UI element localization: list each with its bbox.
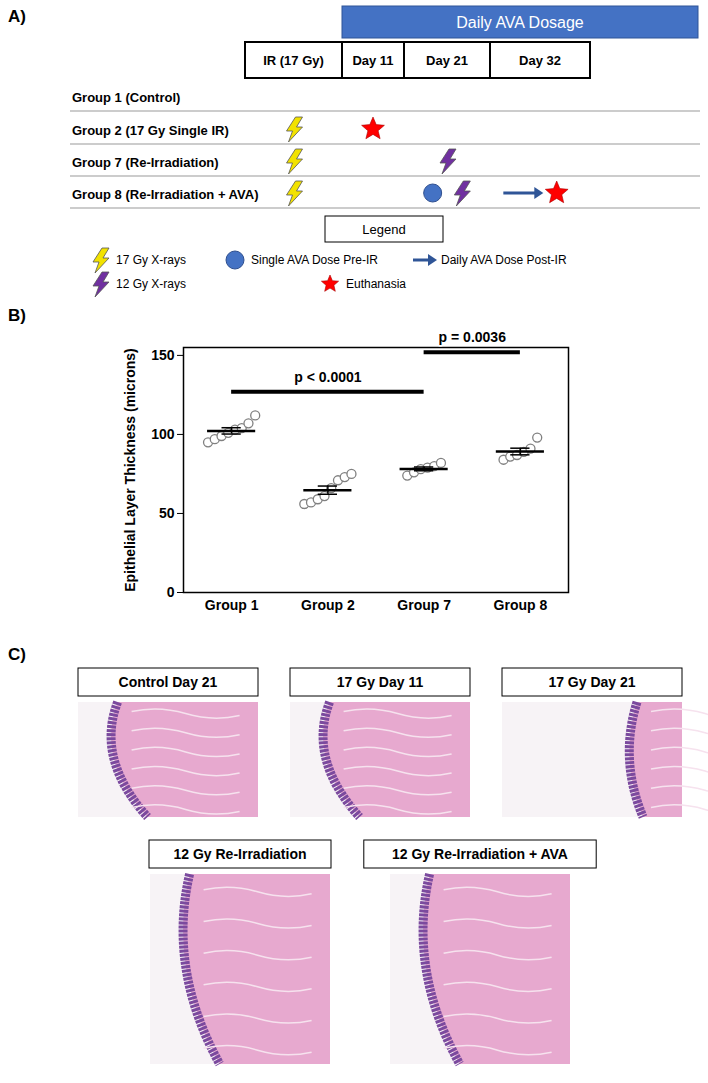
svg-text:Group 1 (Control): Group 1 (Control) <box>72 90 180 105</box>
svg-text:p = 0.0036: p = 0.0036 <box>439 329 507 345</box>
svg-text:17 Gy Day 21: 17 Gy Day 21 <box>548 674 635 690</box>
svg-text:Day 21: Day 21 <box>426 53 468 68</box>
svg-text:Euthanasia: Euthanasia <box>346 277 406 291</box>
svg-text:Single AVA Dose Pre-IR: Single AVA Dose Pre-IR <box>251 253 378 267</box>
svg-text:12 Gy Re-Irradiation: 12 Gy Re-Irradiation <box>173 846 306 862</box>
svg-text:Group 2: Group 2 <box>301 597 355 613</box>
svg-text:IR (17 Gy): IR (17 Gy) <box>263 53 324 68</box>
svg-text:Day 32: Day 32 <box>519 53 561 68</box>
svg-text:Group 8 (Re-Irradiation + AVA): Group 8 (Re-Irradiation + AVA) <box>72 187 258 202</box>
svg-text:p < 0.0001: p < 0.0001 <box>294 369 362 385</box>
svg-text:Group 8: Group 8 <box>494 597 548 613</box>
svg-text:Daily AVA Dose Post-IR: Daily AVA Dose Post-IR <box>441 253 567 267</box>
svg-text:150: 150 <box>151 347 175 363</box>
html-text:B): B) <box>8 306 26 325</box>
svg-text:Control Day 21: Control Day 21 <box>119 674 218 690</box>
svg-text:17 Gy Day 11: 17 Gy Day 11 <box>337 674 424 690</box>
svg-text:Group 1: Group 1 <box>205 597 259 613</box>
svg-text:50: 50 <box>159 505 175 521</box>
svg-text:17 Gy X-rays: 17 Gy X-rays <box>116 253 186 267</box>
svg-text:Day 11: Day 11 <box>352 53 393 68</box>
svg-text:Epithelial Layer Thickness (mi: Epithelial Layer Thickness (microns) <box>122 348 138 592</box>
svg-text:Group 2 (17 Gy Single IR): Group 2 (17 Gy Single IR) <box>72 123 229 138</box>
svg-text:Group 7 (Re-Irradiation): Group 7 (Re-Irradiation) <box>72 155 219 170</box>
svg-text:12 Gy X-rays: 12 Gy X-rays <box>116 277 186 291</box>
svg-text:12 Gy Re-Irradiation + AVA: 12 Gy Re-Irradiation + AVA <box>392 846 568 862</box>
svg-text:Group 7: Group 7 <box>397 597 451 613</box>
svg-text:C): C) <box>8 645 26 664</box>
svg-text:Legend: Legend <box>362 222 405 237</box>
svg-text:0: 0 <box>167 584 175 600</box>
svg-text:100: 100 <box>151 426 175 442</box>
svg-text:Daily AVA Dosage: Daily AVA Dosage <box>456 14 584 31</box>
svg-text:A): A) <box>8 7 26 26</box>
